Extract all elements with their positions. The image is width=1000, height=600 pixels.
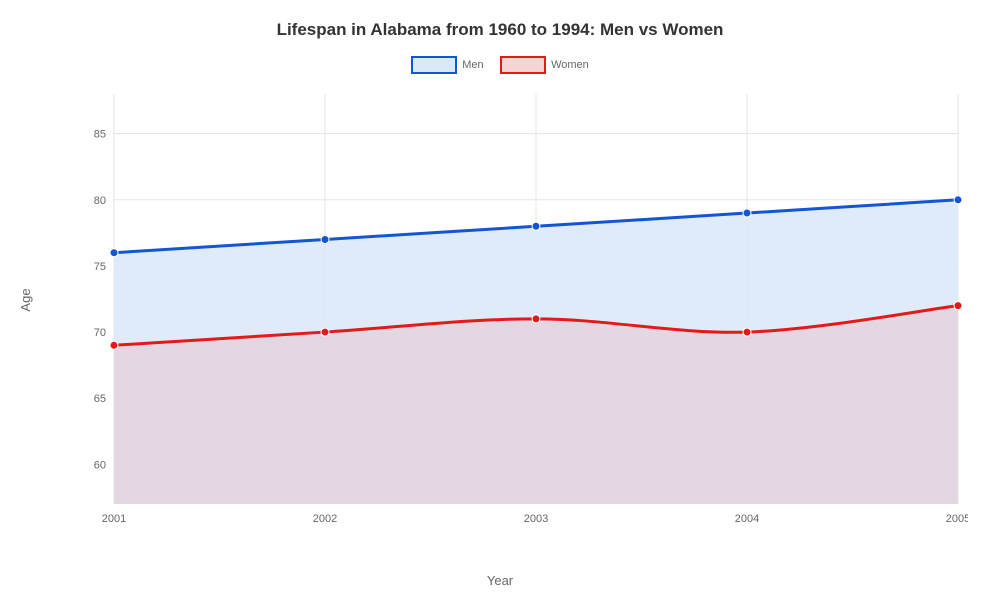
x-tick-label: 2003 <box>524 513 548 525</box>
legend-swatch-women <box>500 56 546 74</box>
marker-women[interactable] <box>321 328 329 336</box>
x-tick-label: 2002 <box>313 513 337 525</box>
legend-item-men[interactable]: Men <box>411 56 483 74</box>
marker-women[interactable] <box>532 315 540 323</box>
x-axis-label: Year <box>0 573 1000 588</box>
y-tick-label: 85 <box>94 129 106 141</box>
x-tick-label: 2005 <box>946 513 968 525</box>
chart-title: Lifespan in Alabama from 1960 to 1994: M… <box>0 20 1000 40</box>
legend-item-women[interactable]: Women <box>500 56 589 74</box>
y-tick-label: 70 <box>94 327 106 339</box>
y-tick-label: 80 <box>94 195 106 207</box>
x-tick-label: 2001 <box>102 513 126 525</box>
marker-men[interactable] <box>532 222 540 230</box>
y-axis-label: Age <box>18 288 33 311</box>
marker-men[interactable] <box>954 196 962 204</box>
y-tick-label: 60 <box>94 459 106 471</box>
marker-men[interactable] <box>743 209 751 217</box>
marker-men[interactable] <box>321 235 329 243</box>
y-tick-label: 75 <box>94 261 106 273</box>
plot-area: 60 65 70 75 80 85 2001 2002 2003 2004 2005 <box>68 84 968 529</box>
chart-container: Lifespan in Alabama from 1960 to 1994: M… <box>0 0 1000 600</box>
x-tick-label: 2004 <box>735 513 759 525</box>
marker-women[interactable] <box>954 302 962 310</box>
legend: Men Women <box>0 56 1000 79</box>
marker-women[interactable] <box>743 328 751 336</box>
legend-label-men: Men <box>462 59 483 71</box>
legend-label-women: Women <box>551 59 589 71</box>
marker-men[interactable] <box>110 249 118 257</box>
y-tick-label: 65 <box>94 393 106 405</box>
legend-swatch-men <box>411 56 457 74</box>
marker-women[interactable] <box>110 341 118 349</box>
